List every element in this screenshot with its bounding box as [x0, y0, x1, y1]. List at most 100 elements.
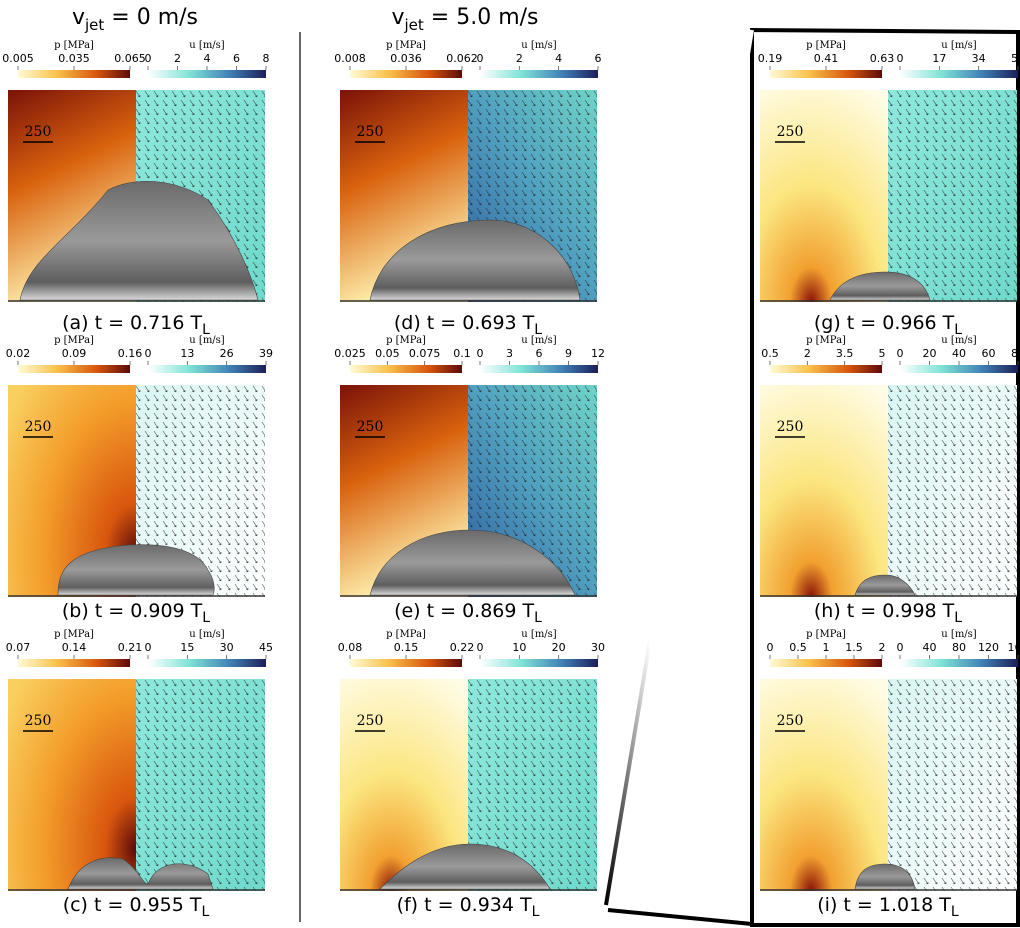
p-tick-label: 2	[879, 641, 886, 654]
caption-sub: L	[202, 610, 210, 626]
panel: p [MPa] 0 0.5 1 1.5 2 u [m/s] 0 40 80 120 160 250 (i)…	[760, 629, 1020, 920]
u-label: u [m/s]	[521, 335, 557, 346]
droplet	[19, 181, 259, 301]
p-tick-label: 0.08	[338, 641, 363, 654]
field-image: 250	[340, 679, 597, 891]
caption-text: (i) t = 1.018 T	[817, 894, 951, 916]
p-tick-label: 0.19	[758, 52, 783, 65]
p-tick-label: 0.035	[58, 52, 90, 65]
u-tick-label: 4	[204, 52, 211, 65]
pressure-field	[8, 679, 136, 891]
caption-sub: L	[954, 610, 962, 626]
u-label: u [m/s]	[189, 629, 225, 640]
caption: (f) t = 0.934 TL	[397, 894, 540, 920]
caption: (c) t = 0.955 TL	[63, 894, 210, 920]
p-tick-label: 0.63	[870, 52, 895, 65]
u-label: u [m/s]	[521, 40, 557, 51]
field-image: 250	[8, 679, 265, 891]
scale-label: 250	[25, 419, 52, 435]
p-colorbar	[18, 659, 130, 667]
scale-label: 250	[25, 124, 52, 140]
u-tick-label: 9	[565, 347, 572, 360]
p-colorbar	[770, 659, 882, 667]
u-tick-label: 30	[220, 641, 234, 654]
p-tick-label: 0.005	[2, 52, 34, 65]
u-tick-label: 6	[233, 52, 240, 65]
u-label: u [m/s]	[941, 40, 977, 51]
u-tick-label: 0	[477, 347, 484, 360]
u-tick-label: 10	[512, 641, 526, 654]
p-tick-label: 0.22	[450, 641, 475, 654]
u-tick-label: 3	[506, 347, 513, 360]
u-tick-label: 17	[932, 52, 946, 65]
panel: p [MPa] 0.08 0.15 0.22 u [m/s] 0 10 20 30 250 (f) …	[338, 629, 605, 920]
p-colorbar	[18, 365, 130, 373]
p-label: p [MPa]	[54, 40, 94, 51]
p-label: p [MPa]	[386, 629, 426, 640]
p-tick-label: 2	[804, 347, 811, 360]
pressure-field	[760, 679, 888, 891]
zoom-frame	[750, 27, 1020, 927]
droplet	[379, 843, 551, 890]
droplet	[369, 219, 581, 301]
u-label: u [m/s]	[941, 335, 977, 346]
p-tick-label: 0.07	[6, 641, 31, 654]
u-tick-label: 0	[145, 641, 152, 654]
u-label: u [m/s]	[521, 629, 557, 640]
u-tick-label: 60	[982, 347, 996, 360]
zoom-line	[607, 908, 753, 926]
p-colorbar	[350, 70, 462, 78]
u-colorbar	[148, 70, 266, 78]
caption-sub: L	[532, 904, 540, 920]
p-label: p [MPa]	[386, 335, 426, 346]
u-colorbar	[148, 365, 266, 373]
panel: p [MPa] 0.07 0.14 0.21 u [m/s] 0 15 30 45 250 (c) …	[6, 629, 273, 920]
p-tick-label: 0	[767, 641, 774, 654]
p-tick-label: 0.065	[114, 52, 146, 65]
u-tick-label: 34	[972, 52, 986, 65]
p-tick-label: 1	[823, 641, 830, 654]
scale-label: 250	[25, 713, 52, 729]
header-sub: jet	[404, 16, 424, 34]
u-colorbar	[900, 70, 1018, 78]
caption: (d) t = 0.693 TL	[394, 312, 542, 338]
velocity-arrows	[136, 679, 265, 891]
scale-label: 250	[777, 713, 804, 729]
u-tick-label: 8	[263, 52, 270, 65]
p-tick-label: 0.5	[789, 641, 807, 654]
p-tick-label: 0.05	[375, 347, 400, 360]
droplet	[854, 863, 916, 890]
p-tick-label: 5	[879, 347, 886, 360]
u-tick-label: 160	[1008, 641, 1020, 654]
panel: p [MPa] 0.02 0.09 0.16 u [m/s] 0 13 26 39 250 (b) …	[6, 335, 273, 626]
caption-text: (h) t = 0.998 T	[814, 600, 955, 622]
u-tick-label: 40	[923, 641, 937, 654]
p-colorbar	[18, 70, 130, 78]
p-tick-label: 0.02	[6, 347, 31, 360]
header-rest: = 0 m/s	[104, 5, 198, 30]
caption-sub: L	[954, 322, 962, 338]
header-rest: = 5.0 m/s	[424, 5, 539, 30]
droplet	[829, 271, 931, 301]
caption-sub: L	[202, 322, 210, 338]
field-image: 250	[8, 90, 265, 302]
pressure-field	[760, 90, 888, 302]
p-tick-label: 0.1	[453, 347, 471, 360]
scale-label: 250	[357, 124, 384, 140]
u-tick-label: 0	[477, 641, 484, 654]
u-tick-label: 2	[516, 52, 523, 65]
u-tick-label: 20	[552, 641, 566, 654]
scale-label: 250	[357, 713, 384, 729]
panel: p [MPa] 0.5 2 3.5 5 u [m/s] 0 20 40 60 80 250 (h) t …	[760, 335, 1020, 626]
caption: (g) t = 0.966 TL	[814, 312, 962, 338]
velocity-arrows	[888, 385, 1017, 597]
p-tick-label: 0.16	[118, 347, 143, 360]
droplet	[67, 857, 214, 890]
droplet	[57, 544, 215, 596]
droplet	[369, 529, 576, 596]
u-tick-label: 51	[1011, 52, 1020, 65]
caption-sub: L	[202, 904, 210, 920]
p-tick-label: 0.21	[118, 641, 143, 654]
header-text: v	[72, 5, 85, 30]
